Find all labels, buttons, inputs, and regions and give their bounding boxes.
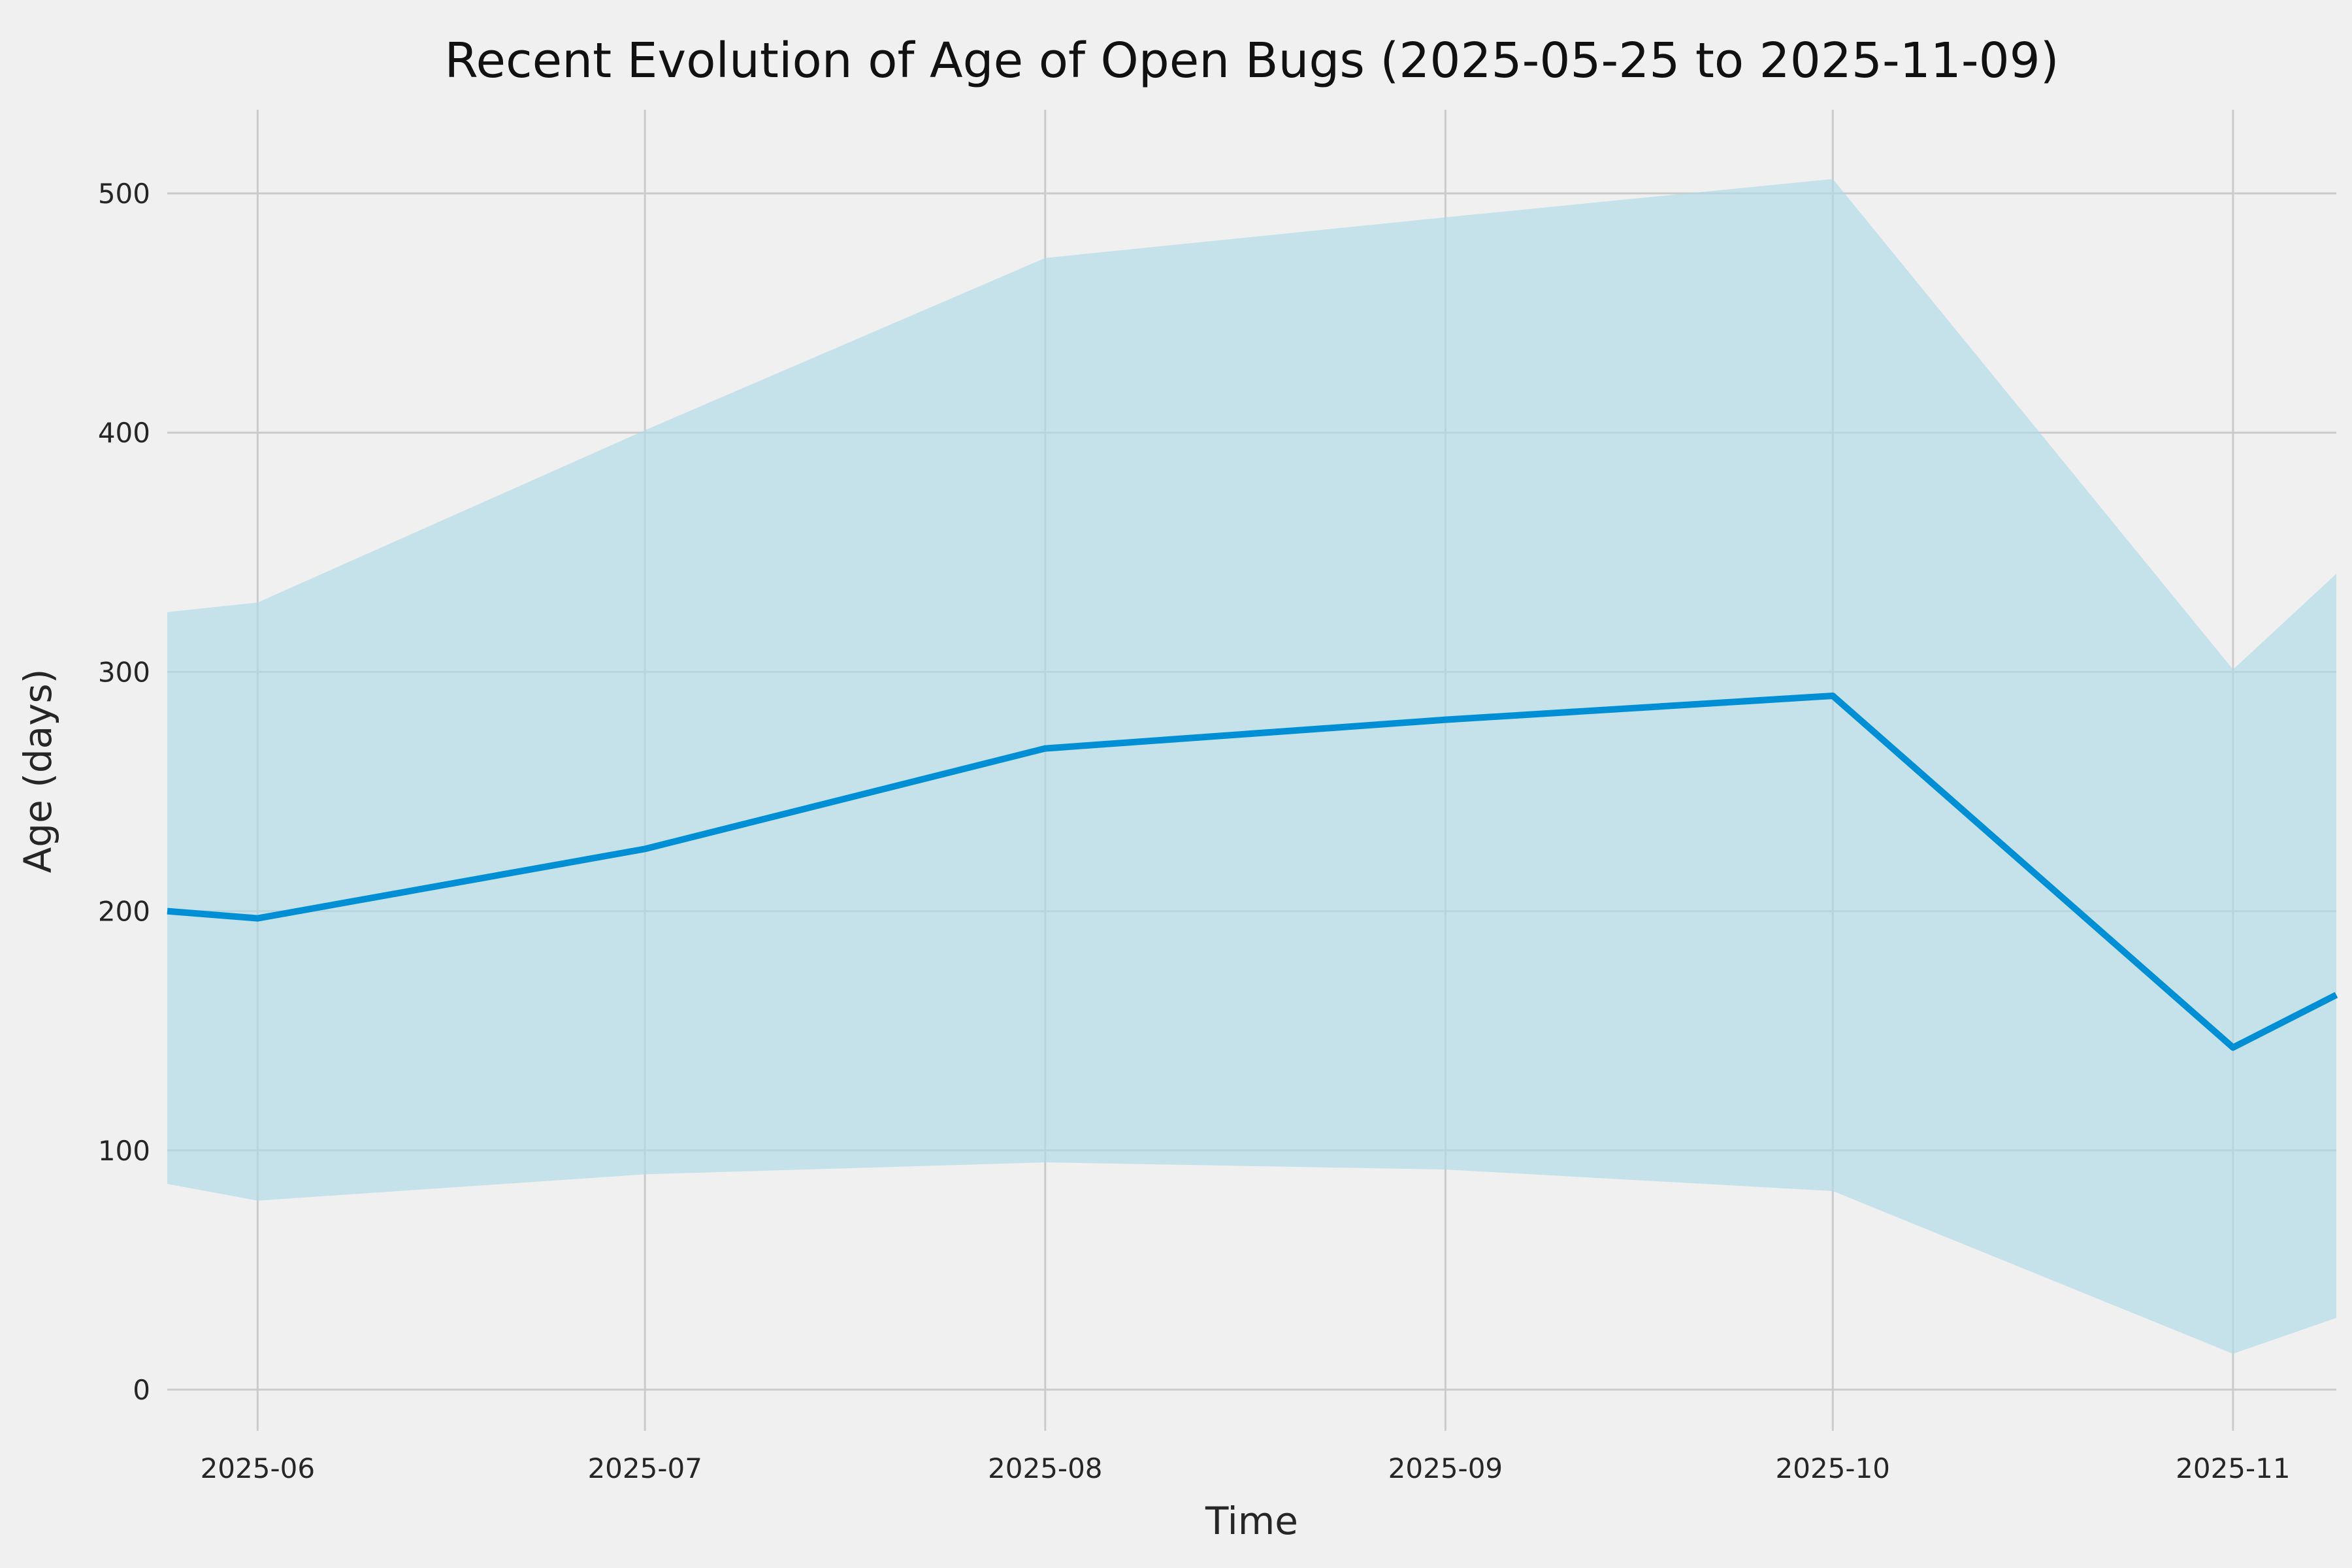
y-tick-label: 0 bbox=[133, 1374, 150, 1406]
x-tick-label: 2025-06 bbox=[201, 1452, 316, 1484]
y-tick-label: 300 bbox=[98, 656, 150, 688]
y-tick-label: 100 bbox=[98, 1135, 150, 1167]
tick-labels-group: 0 100 200 300 400 500 2025-06 2025-07 2025-08 202… bbox=[98, 178, 2291, 1484]
band-layer bbox=[167, 179, 2336, 1354]
chart-title: Recent Evolution of Age of Open Bugs (20… bbox=[444, 33, 2059, 89]
x-tick-label: 2025-07 bbox=[587, 1452, 702, 1484]
x-tick-label: 2025-08 bbox=[988, 1452, 1103, 1484]
mean-line bbox=[167, 693, 2338, 1051]
x-tick-label: 2025-10 bbox=[1776, 1452, 1891, 1484]
x-tick-label: 2025-11 bbox=[2176, 1452, 2291, 1484]
line-layer bbox=[167, 693, 2338, 1051]
x-tick-label: 2025-09 bbox=[1388, 1452, 1503, 1484]
y-axis-label: Age (days) bbox=[16, 669, 60, 874]
y-tick-label: 400 bbox=[98, 417, 150, 449]
y-tick-label: 200 bbox=[98, 896, 150, 928]
x-axis-label: Time bbox=[1205, 1499, 1298, 1543]
y-tick-label: 500 bbox=[98, 178, 150, 210]
uncertainty-band bbox=[167, 179, 2336, 1354]
